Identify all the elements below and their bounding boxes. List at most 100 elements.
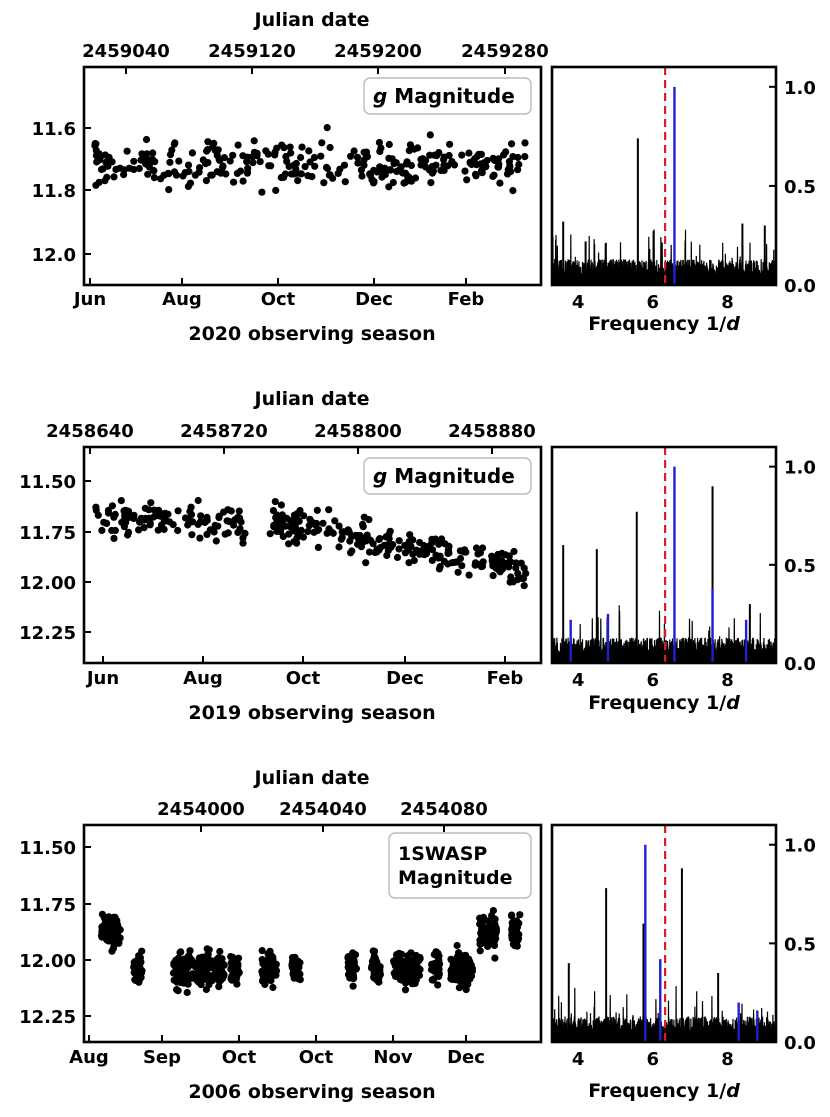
data-point (401, 968, 409, 976)
data-point (196, 164, 204, 172)
data-point (272, 186, 280, 194)
data-point (319, 519, 327, 527)
y-tick-label: 1.0 (784, 78, 816, 99)
data-point (244, 168, 252, 176)
y-tick-label: 11.75 (19, 523, 76, 544)
data-point (113, 937, 121, 945)
data-point (104, 509, 113, 517)
data-point (376, 147, 384, 156)
data-point (404, 952, 412, 960)
data-point (105, 156, 114, 164)
data-point (283, 157, 291, 165)
x-tick-label: Aug (162, 289, 202, 310)
data-point (463, 176, 471, 184)
top-x-tick-label: 2454040 (279, 799, 367, 820)
data-point (461, 167, 469, 175)
data-point (360, 161, 368, 169)
data-point (145, 163, 154, 171)
data-point (277, 501, 285, 509)
x-axis-label: Frequency 1/d (588, 1080, 740, 1102)
data-point (154, 526, 162, 534)
data-point (375, 138, 383, 147)
data-point (366, 171, 375, 180)
legend-text: g Magnitude (373, 84, 515, 108)
data-point (461, 964, 469, 972)
data-point (489, 572, 497, 580)
x-tick-label: 4 (572, 1049, 585, 1070)
data-point (111, 510, 119, 518)
data-point (93, 158, 101, 166)
data-point (513, 923, 522, 931)
data-point (144, 170, 152, 178)
data-point (411, 966, 419, 974)
data-point (120, 171, 128, 179)
data-point (92, 140, 100, 148)
data-point (212, 537, 220, 545)
data-point (220, 154, 228, 162)
y-tick-label: 0.0 (784, 276, 816, 297)
top-x-tick-label: 2459120 (208, 41, 296, 62)
data-point (202, 973, 211, 981)
data-point (429, 976, 437, 984)
top-axis-label: Julian date (253, 767, 370, 789)
data-point (300, 512, 308, 520)
data-point (520, 582, 528, 590)
data-point (521, 139, 529, 147)
data-point (514, 576, 522, 584)
data-point (420, 550, 428, 558)
data-point (192, 961, 200, 969)
data-point (184, 953, 192, 961)
data-point (194, 496, 202, 505)
data-point (325, 506, 333, 514)
top-x-tick-label: 2454000 (157, 799, 245, 820)
data-point (415, 971, 423, 980)
data-point (366, 536, 375, 544)
data-point (229, 964, 237, 973)
data-point (392, 969, 400, 977)
data-point (273, 527, 281, 536)
data-point (181, 514, 190, 522)
top-x-tick-label: 2458640 (46, 421, 134, 442)
data-point (445, 151, 453, 160)
x-tick-label: 8 (721, 670, 734, 691)
y-tick-label: 1.0 (784, 458, 816, 479)
data-point (479, 544, 487, 552)
data-point (147, 499, 155, 507)
data-point (465, 149, 473, 157)
y-tick-label: 0.5 (784, 934, 816, 955)
data-point (426, 151, 434, 159)
data-point (359, 520, 367, 529)
data-point (173, 956, 181, 964)
data-point (462, 951, 470, 959)
data-point (142, 135, 151, 144)
legend-italic: g (373, 84, 387, 108)
data-point (329, 529, 337, 537)
data-point (130, 157, 138, 165)
data-point (440, 166, 448, 175)
x-tick-label: Jun (72, 289, 106, 310)
periodogram-frame (550, 65, 778, 287)
data-point (183, 988, 191, 997)
y-tick-label: 12.00 (19, 573, 76, 594)
legend-label: Magnitude (387, 84, 514, 108)
data-point (508, 911, 516, 919)
data-point (466, 158, 474, 166)
data-point (425, 545, 433, 553)
data-point (193, 971, 201, 979)
data-point (320, 179, 328, 187)
data-point (165, 186, 173, 194)
data-point (175, 157, 183, 165)
legend-box (363, 77, 532, 115)
data-point (427, 966, 436, 974)
data-point (184, 161, 193, 169)
y-tick-label: 11.50 (19, 472, 76, 493)
periodogram-frame (550, 445, 778, 665)
data-point (173, 986, 181, 994)
data-point (229, 151, 237, 159)
light-curve-panel-1: 11.6 11.8 12.0 Jun Aug Oct Dec Feb 2459040 245912… (32, 9, 549, 345)
data-point (162, 510, 170, 519)
data-point (465, 571, 473, 579)
x-tick-label: Dec (355, 289, 393, 310)
